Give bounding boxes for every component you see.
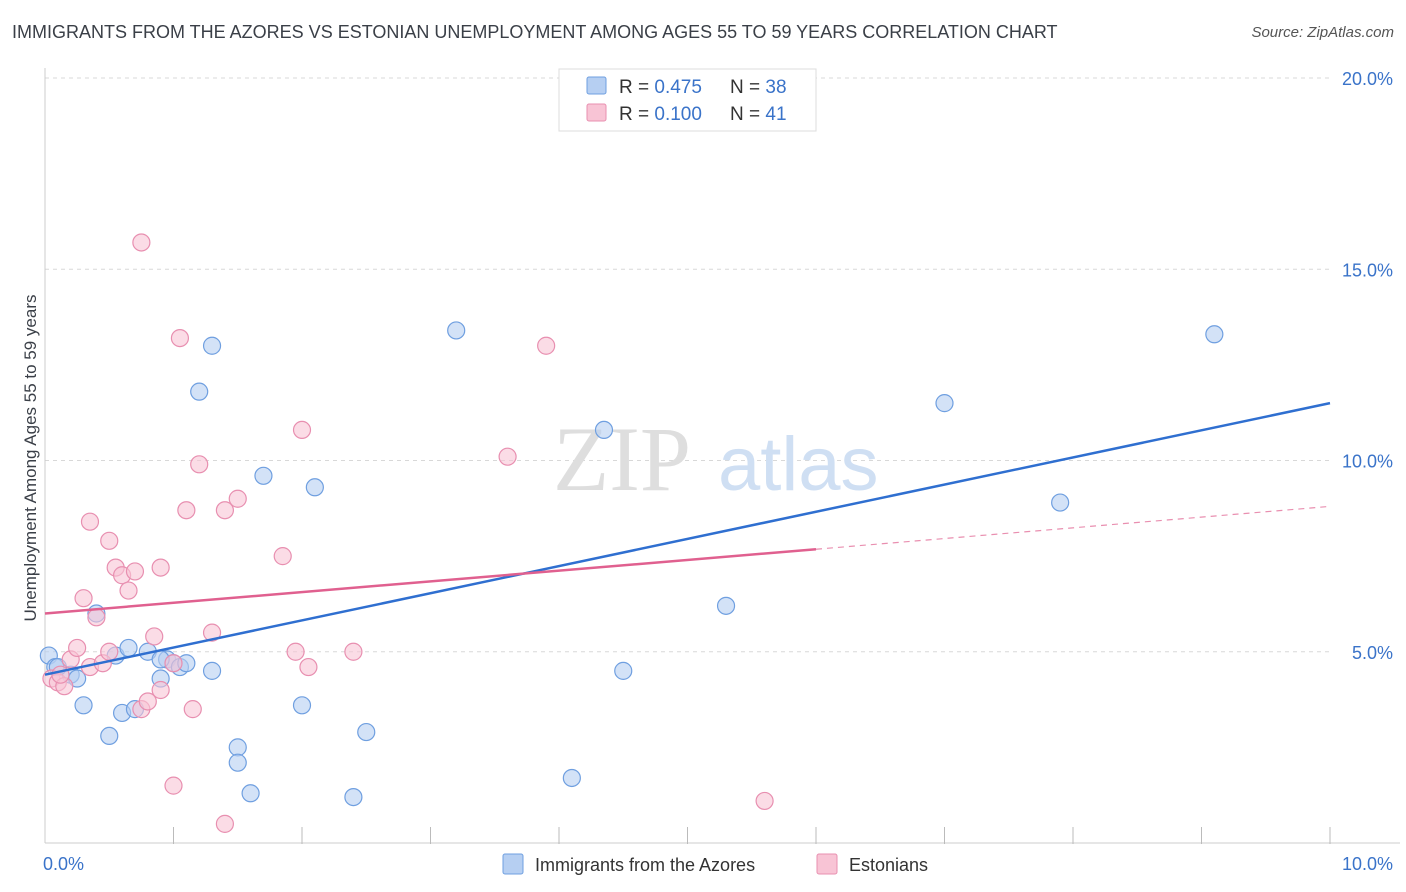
point-estonians bbox=[80, 512, 100, 531]
point-azores bbox=[202, 336, 222, 355]
watermark-atlas: atlas bbox=[718, 422, 879, 507]
point-estonians bbox=[100, 642, 119, 661]
point-estonians bbox=[299, 657, 318, 677]
y-tick-label: 10.0% bbox=[1342, 452, 1393, 472]
x-tick-labels: 0.0% 10.0% bbox=[43, 854, 1393, 874]
point-estonians bbox=[177, 501, 196, 520]
point-azores bbox=[562, 768, 581, 788]
legend-swatch-estonians bbox=[586, 103, 607, 122]
point-estonians bbox=[100, 531, 119, 550]
legend-n-value-azores: 38 bbox=[765, 77, 786, 98]
stats-legend: R = 0.475 N = 38 R = 0.100 N = 41 bbox=[558, 68, 817, 132]
point-estonians bbox=[164, 776, 183, 795]
series-legend-label-azores: Immigrants from the Azores bbox=[535, 855, 755, 875]
legend-n-label-estonians: N = bbox=[730, 104, 765, 125]
point-azores bbox=[228, 753, 247, 772]
point-estonians bbox=[755, 791, 774, 811]
legend-n-value-estonians: 41 bbox=[765, 104, 786, 125]
point-estonians bbox=[125, 562, 145, 581]
trend-line-estonians bbox=[44, 547, 817, 615]
y-tick-label: 5.0% bbox=[1352, 643, 1393, 663]
point-estonians bbox=[119, 581, 138, 600]
y-tick-labels: 5.0% 10.0% 15.0% 20.0% bbox=[1342, 69, 1393, 663]
source-credit: Source: ZipAtlas.com bbox=[1251, 24, 1394, 41]
point-azores bbox=[1205, 325, 1224, 344]
point-estonians bbox=[183, 700, 202, 719]
gridlines bbox=[45, 77, 1330, 653]
point-azores bbox=[357, 722, 376, 742]
axes bbox=[44, 68, 1400, 844]
svg-text:N = 38: N = 38 bbox=[730, 77, 787, 98]
y-tick-label: 20.0% bbox=[1342, 69, 1393, 89]
point-azores bbox=[1051, 493, 1070, 512]
svg-text:R = 0.475: R = 0.475 bbox=[619, 77, 702, 98]
point-estonians bbox=[138, 692, 157, 711]
point-azores bbox=[594, 420, 614, 439]
data-points bbox=[39, 233, 1224, 833]
point-estonians bbox=[286, 642, 305, 661]
point-azores bbox=[100, 726, 119, 746]
point-azores bbox=[305, 478, 324, 497]
legend-r-value-azores: 0.475 bbox=[654, 77, 702, 98]
point-azores bbox=[447, 321, 466, 340]
point-estonians bbox=[87, 608, 106, 627]
point-estonians bbox=[498, 447, 517, 466]
trend-line-azores bbox=[44, 401, 1331, 676]
point-estonians bbox=[215, 501, 234, 520]
chart-title: IMMIGRANTS FROM THE AZORES VS ESTONIAN U… bbox=[12, 22, 1058, 42]
point-azores bbox=[228, 738, 247, 757]
series-legend-label-estonians: Estonians bbox=[849, 855, 928, 875]
series-legend-swatch-azores bbox=[502, 853, 524, 875]
trend-lines bbox=[44, 401, 1331, 676]
point-azores bbox=[935, 394, 954, 413]
legend-r-value-estonians: 0.100 bbox=[654, 104, 702, 125]
point-estonians bbox=[164, 654, 183, 673]
point-estonians bbox=[51, 665, 70, 684]
point-azores bbox=[74, 696, 93, 715]
svg-text:N = 41: N = 41 bbox=[730, 104, 787, 125]
y-tick-label: 15.0% bbox=[1342, 260, 1393, 280]
legend-n-label-azores: N = bbox=[730, 77, 765, 98]
watermark-zip: ZIP bbox=[553, 408, 691, 510]
legend-r-label-azores: R = bbox=[619, 77, 654, 98]
point-estonians bbox=[145, 627, 164, 646]
point-estonians bbox=[74, 589, 93, 608]
svg-text:R = 0.100: R = 0.100 bbox=[619, 104, 702, 125]
point-azores bbox=[190, 382, 209, 401]
point-estonians bbox=[273, 547, 292, 566]
point-azores bbox=[202, 661, 222, 680]
point-estonians bbox=[292, 420, 312, 439]
point-azores bbox=[344, 787, 363, 807]
point-estonians bbox=[215, 814, 234, 833]
point-azores bbox=[254, 466, 273, 485]
x-tick-label: 10.0% bbox=[1342, 854, 1393, 874]
point-estonians bbox=[151, 680, 170, 700]
point-estonians bbox=[68, 638, 87, 658]
point-estonians bbox=[190, 455, 209, 474]
series-legend-swatch-estonians bbox=[816, 853, 838, 875]
point-azores bbox=[241, 784, 260, 803]
point-estonians bbox=[344, 642, 363, 661]
point-estonians bbox=[132, 233, 151, 252]
series-legend: Immigrants from the Azores Estonians bbox=[502, 853, 928, 875]
y-axis-label: Unemployment Among Ages 55 to 59 years bbox=[21, 295, 40, 622]
point-azores bbox=[614, 661, 633, 680]
point-azores bbox=[716, 596, 736, 615]
legend-swatch-azores bbox=[586, 76, 607, 95]
point-estonians bbox=[537, 336, 556, 355]
point-estonians bbox=[151, 558, 170, 577]
point-estonians bbox=[202, 623, 222, 642]
point-azores bbox=[292, 696, 312, 715]
point-estonians bbox=[228, 489, 247, 508]
trend-line-estonians-dashed bbox=[815, 505, 1331, 550]
legend-r-label-estonians: R = bbox=[619, 104, 654, 125]
point-estonians bbox=[170, 329, 190, 348]
x-tick-label: 0.0% bbox=[43, 854, 84, 874]
point-azores bbox=[119, 638, 138, 658]
